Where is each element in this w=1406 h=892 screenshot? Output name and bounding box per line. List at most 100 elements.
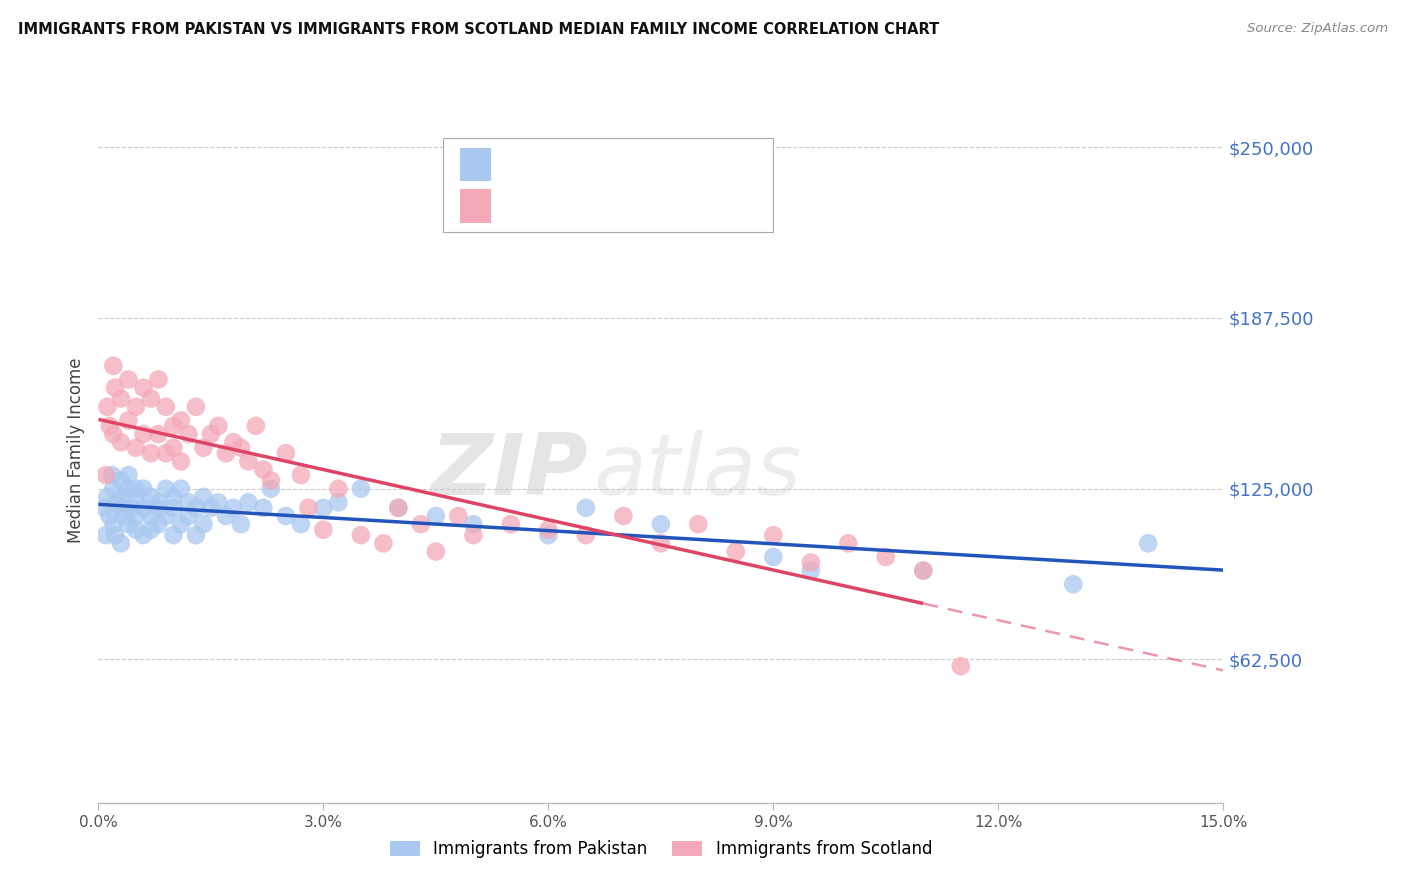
- Point: [117, 413, 139, 427]
- Point: [117, 468, 139, 483]
- Point: [650, 536, 672, 550]
- Point: [155, 508, 177, 523]
- Point: [207, 418, 229, 433]
- Point: [177, 427, 200, 442]
- Point: [537, 523, 560, 537]
- Point: [125, 441, 148, 455]
- Point: [425, 508, 447, 523]
- Point: [103, 482, 125, 496]
- Point: [155, 400, 177, 414]
- Point: [312, 523, 335, 537]
- Point: [98, 508, 121, 523]
- Text: -0.176: -0.176: [537, 157, 592, 172]
- Point: [328, 495, 350, 509]
- Point: [387, 500, 409, 515]
- Point: [110, 435, 132, 450]
- Point: [96, 490, 118, 504]
- Point: [200, 427, 222, 442]
- Point: [184, 500, 207, 515]
- Point: [373, 536, 395, 550]
- Text: N =: N =: [631, 157, 665, 172]
- Point: [499, 517, 522, 532]
- Point: [139, 490, 162, 504]
- Point: [762, 528, 785, 542]
- Point: [103, 359, 125, 373]
- Point: [800, 556, 823, 570]
- Point: [139, 508, 162, 523]
- Text: 68: 68: [668, 157, 689, 172]
- Point: [162, 441, 184, 455]
- Point: [949, 659, 972, 673]
- Point: [184, 528, 207, 542]
- Point: [297, 500, 319, 515]
- Point: [688, 517, 710, 532]
- Point: [328, 482, 350, 496]
- Point: [238, 454, 260, 468]
- Point: [148, 427, 170, 442]
- Point: [132, 528, 155, 542]
- Point: [1062, 577, 1084, 591]
- Text: R =: R =: [502, 198, 536, 213]
- Point: [148, 517, 170, 532]
- Point: [132, 500, 155, 515]
- Point: [575, 500, 598, 515]
- Point: [387, 500, 409, 515]
- Point: [125, 495, 148, 509]
- Point: [139, 392, 162, 406]
- Point: [409, 517, 432, 532]
- Text: -0.399: -0.399: [537, 198, 592, 213]
- Point: [912, 564, 935, 578]
- Point: [98, 418, 121, 433]
- Point: [170, 454, 193, 468]
- Point: [350, 528, 373, 542]
- Text: IMMIGRANTS FROM PAKISTAN VS IMMIGRANTS FROM SCOTLAND MEDIAN FAMILY INCOME CORREL: IMMIGRANTS FROM PAKISTAN VS IMMIGRANTS F…: [18, 22, 939, 37]
- Point: [537, 528, 560, 542]
- Point: [575, 528, 598, 542]
- Point: [222, 500, 245, 515]
- Point: [238, 495, 260, 509]
- Point: [162, 490, 184, 504]
- Point: [155, 446, 177, 460]
- Point: [274, 446, 297, 460]
- Point: [110, 500, 132, 515]
- Point: [121, 500, 143, 515]
- Point: [184, 400, 207, 414]
- Point: [650, 517, 672, 532]
- Point: [463, 528, 485, 542]
- Point: [215, 446, 238, 460]
- Text: atlas: atlas: [593, 430, 801, 513]
- Point: [139, 523, 162, 537]
- Point: [252, 462, 274, 476]
- Point: [193, 517, 215, 532]
- Point: [260, 474, 283, 488]
- Point: [110, 536, 132, 550]
- Point: [229, 517, 252, 532]
- Point: [875, 549, 897, 564]
- Point: [837, 536, 859, 550]
- Point: [229, 441, 252, 455]
- Point: [104, 381, 127, 395]
- Text: 61: 61: [668, 198, 689, 213]
- Point: [125, 482, 148, 496]
- Text: ZIP: ZIP: [430, 430, 588, 513]
- Point: [132, 381, 155, 395]
- Y-axis label: Median Family Income: Median Family Income: [67, 358, 86, 543]
- Point: [125, 508, 148, 523]
- Point: [290, 517, 312, 532]
- Point: [148, 500, 170, 515]
- Legend: Immigrants from Pakistan, Immigrants from Scotland: Immigrants from Pakistan, Immigrants fro…: [389, 840, 932, 858]
- Point: [447, 508, 470, 523]
- Point: [155, 482, 177, 496]
- Point: [103, 517, 125, 532]
- Point: [800, 564, 823, 578]
- Point: [125, 400, 148, 414]
- Point: [724, 544, 747, 558]
- Point: [912, 564, 935, 578]
- Point: [105, 495, 128, 509]
- Point: [612, 508, 634, 523]
- Point: [125, 523, 148, 537]
- Point: [111, 490, 134, 504]
- Point: [463, 517, 485, 532]
- Point: [94, 468, 117, 483]
- Point: [274, 508, 297, 523]
